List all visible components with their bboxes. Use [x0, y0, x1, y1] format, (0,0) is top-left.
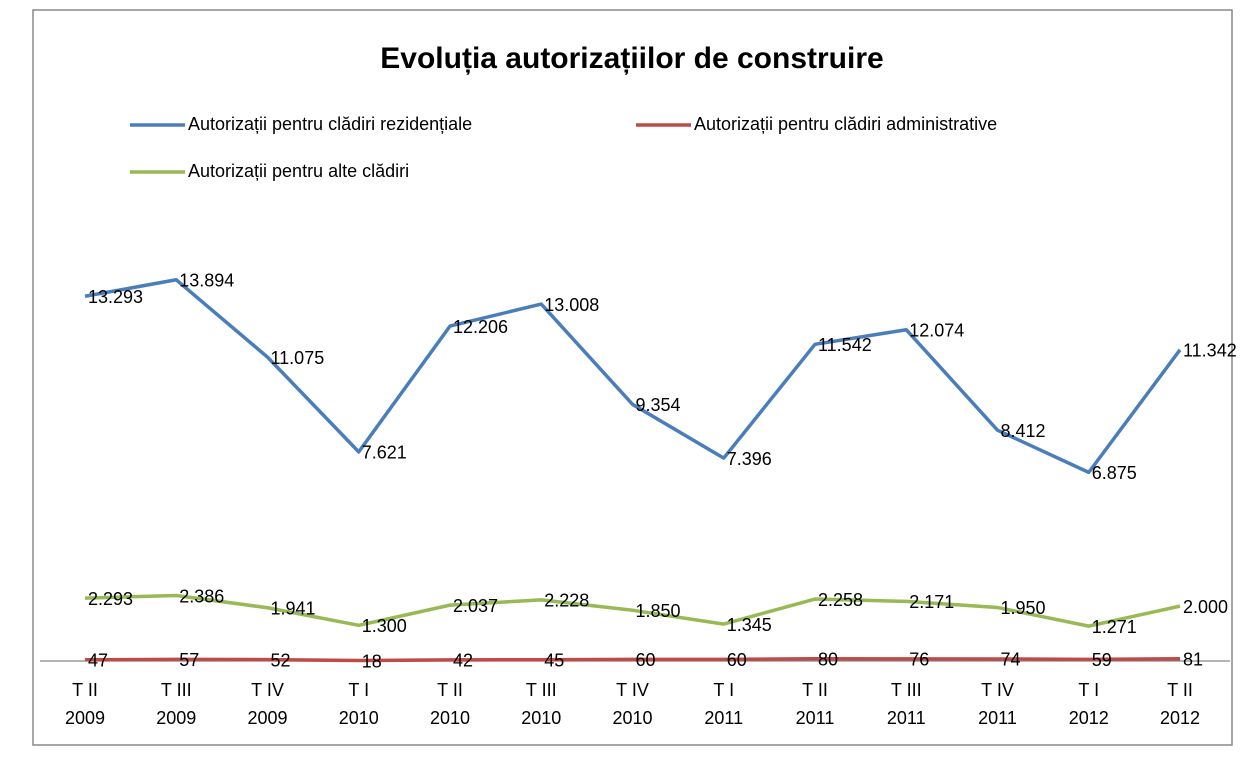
data-label: 1.950 — [1001, 598, 1046, 618]
x-tick-label: T III 2009 — [156, 680, 196, 728]
x-tick-label-line: T I — [1078, 680, 1099, 700]
x-tick-label: T I 2011 — [704, 680, 743, 728]
data-label: 59 — [1092, 650, 1112, 670]
chart-border — [32, 9, 1233, 746]
legend-label: Autorizații pentru clădiri rezidențiale — [188, 114, 472, 134]
x-tick-label: T II 2009 — [65, 680, 105, 728]
data-label: 2.228 — [544, 591, 589, 611]
data-label: 60 — [727, 650, 747, 670]
data-label: 11.342 — [1183, 341, 1237, 361]
x-tick-label-line: T III — [161, 680, 192, 700]
x-tick-label-line: 2011 — [978, 708, 1017, 728]
x-tick-label-line: 2010 — [521, 708, 561, 728]
chart-title: Evoluția autorizațiilor de construire — [380, 42, 883, 75]
data-label: 2.000 — [1183, 597, 1228, 617]
x-tick-label-line: T II — [1167, 680, 1193, 700]
data-label: 12.074 — [909, 320, 964, 340]
data-label: 9.354 — [636, 395, 681, 415]
data-label: 2.293 — [88, 589, 133, 609]
data-label: 13.894 — [179, 271, 234, 291]
data-label: 8.412 — [1001, 421, 1046, 441]
x-tick-label: T III 2010 — [521, 680, 561, 728]
x-tick-label-line: 2010 — [612, 708, 652, 728]
x-tick-label-line: T I — [713, 680, 734, 700]
x-tick-label-line: 2009 — [156, 708, 196, 728]
x-tick-label: T IV 2009 — [247, 680, 287, 728]
data-label: 2.386 — [179, 586, 224, 606]
data-label: 76 — [909, 650, 929, 670]
data-label: 1.941 — [271, 598, 316, 618]
x-tick-label: T IV 2011 — [978, 680, 1017, 728]
x-tick-label-line: 2009 — [65, 708, 105, 728]
data-label: 2.037 — [453, 596, 498, 616]
x-tick-label-line: 2009 — [247, 708, 287, 728]
series-line — [84, 278, 1182, 475]
legend-label: Autorizații pentru clădiri administrativ… — [694, 114, 997, 134]
data-label: 13.008 — [544, 295, 599, 315]
x-tick-label: T II 2011 — [796, 680, 835, 728]
x-tick-label-line: T IV — [616, 680, 649, 700]
x-tick-label-line: T II — [802, 680, 828, 700]
x-tick-label-line: 2010 — [430, 708, 470, 728]
data-label: 1.850 — [636, 601, 681, 621]
data-label: 45 — [544, 651, 564, 671]
x-tick-label-line: 2010 — [339, 708, 379, 728]
x-tick-label-line: 2011 — [887, 708, 926, 728]
data-label: 1.300 — [362, 616, 407, 636]
series-line — [84, 593, 1181, 628]
x-tick-label: T II 2010 — [430, 680, 470, 728]
data-label: 52 — [271, 650, 291, 670]
x-tick-label-line: T II — [437, 680, 463, 700]
x-tick-label-line: 2011 — [796, 708, 835, 728]
data-label: 60 — [636, 650, 656, 670]
x-tick-label: T I 2012 — [1069, 680, 1109, 728]
x-tick-label-line: 2012 — [1069, 708, 1109, 728]
x-tick-label-line: T III — [891, 680, 922, 700]
data-label: 2.258 — [818, 590, 863, 610]
x-tick-label-line: T III — [526, 680, 557, 700]
data-label: 7.621 — [362, 443, 407, 463]
x-tick-label-line: 2012 — [1160, 708, 1200, 728]
data-label: 11.075 — [271, 348, 325, 368]
x-tick-label-line: T II — [72, 680, 98, 700]
data-label: 1.345 — [727, 615, 772, 635]
x-tick-label-line: T IV — [251, 680, 284, 700]
data-label: 13.293 — [88, 287, 143, 307]
data-label: 47 — [88, 650, 108, 670]
data-label: 6.875 — [1092, 463, 1137, 483]
data-label: 2.171 — [909, 592, 954, 612]
series-line — [84, 657, 1181, 663]
data-label: 18 — [362, 651, 382, 671]
x-tick-label-line: T I — [348, 680, 369, 700]
data-label: 81 — [1183, 650, 1203, 670]
x-tick-label-line: T IV — [981, 680, 1014, 700]
data-label: 11.542 — [818, 335, 872, 355]
data-label: 12.206 — [453, 317, 508, 337]
data-label: 80 — [818, 650, 838, 670]
x-tick-label: T II 2012 — [1160, 680, 1200, 728]
data-label: 42 — [453, 651, 473, 671]
x-tick-label: T III 2011 — [887, 680, 926, 728]
data-label: 74 — [1001, 650, 1021, 670]
x-tick-label-line: 2011 — [704, 708, 743, 728]
data-label: 1.271 — [1092, 617, 1137, 637]
legend-label: Autorizații pentru alte clădiri — [188, 161, 409, 181]
data-label: 57 — [179, 650, 199, 670]
x-tick-label: T I 2010 — [339, 680, 379, 728]
x-tick-label: T IV 2010 — [612, 680, 652, 728]
data-label: 7.396 — [727, 449, 772, 469]
